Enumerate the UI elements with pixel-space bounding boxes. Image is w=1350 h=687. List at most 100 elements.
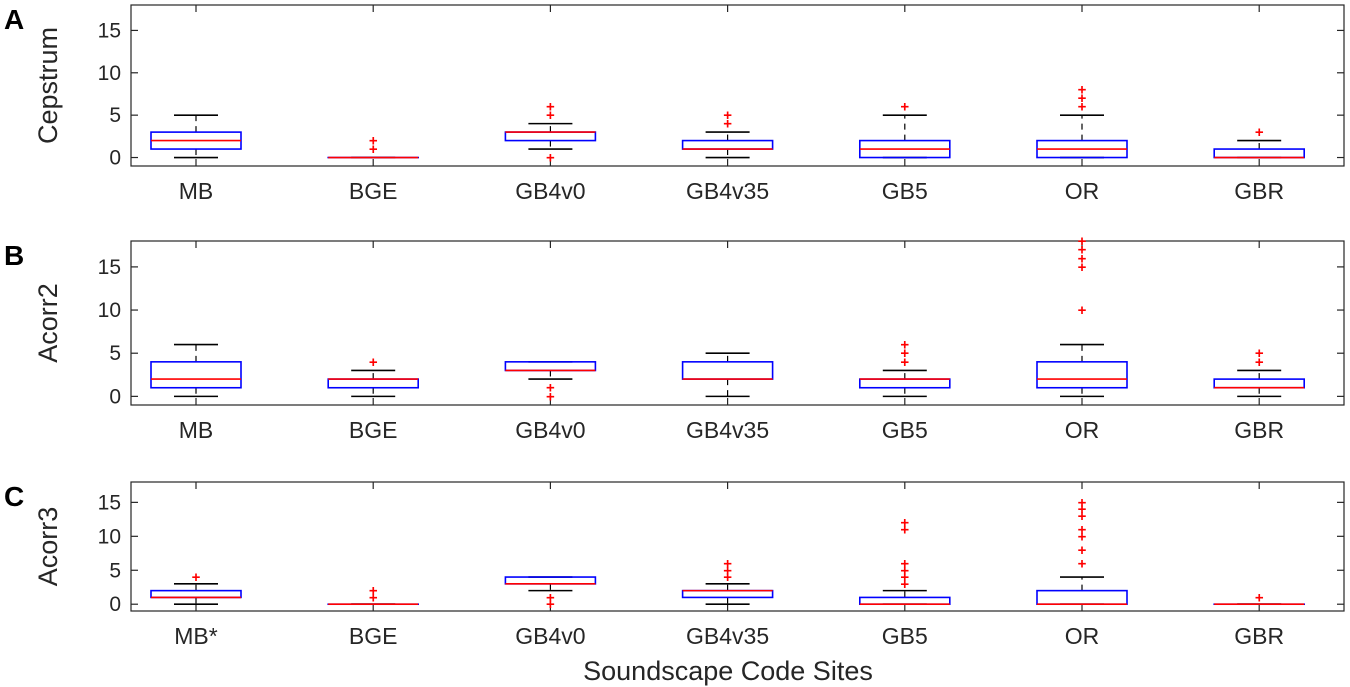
x-tick-label: OR [1065, 178, 1100, 204]
outlier-marker: + [1078, 522, 1087, 539]
outlier-marker: + [546, 150, 555, 167]
iqr-box [1213, 378, 1305, 389]
x-tick-label: BGE [349, 623, 398, 649]
outlier-marker: + [900, 515, 909, 532]
outlier-marker: + [723, 562, 732, 579]
outlier-marker: + [369, 354, 378, 371]
x-tick-label: GB5 [882, 178, 928, 204]
y-axis-label: Acorr2 [33, 283, 63, 363]
x-tick-label: OR [1065, 623, 1100, 649]
box-group: +++ [1036, 82, 1128, 159]
outlier-marker: + [1078, 494, 1087, 511]
x-tick-label: GBR [1234, 623, 1284, 649]
x-tick-label: GB4v0 [515, 178, 585, 204]
outlier-marker: + [1078, 508, 1087, 525]
box-group: + [150, 569, 242, 606]
iqr-box [681, 361, 774, 380]
box-group [150, 343, 242, 398]
outlier-marker: + [369, 583, 378, 600]
x-tick-label: GB4v35 [686, 623, 769, 649]
box-group: + [1213, 124, 1305, 159]
x-tick-label: GBR [1234, 417, 1284, 443]
box-group: ++ [504, 361, 597, 405]
outlier-marker: + [1078, 501, 1087, 518]
box-group: ++ [327, 133, 420, 159]
outlier-marker: + [900, 555, 909, 572]
outlier-marker: + [900, 522, 909, 539]
outlier-marker: + [900, 576, 909, 593]
outlier-marker: + [546, 99, 555, 116]
axis-frame [130, 4, 1345, 167]
outlier-marker: + [1078, 99, 1087, 116]
x-tick-label: GB4v35 [686, 178, 769, 204]
iqr-box [1213, 148, 1305, 159]
iqr-box [150, 589, 242, 599]
outlier-marker: + [1078, 250, 1087, 267]
outlier-marker: + [900, 354, 909, 371]
outlier-marker: + [1255, 589, 1264, 606]
outlier-marker: + [1078, 528, 1087, 545]
outlier-marker: + [1255, 124, 1264, 141]
y-axis-label: Acorr3 [33, 507, 63, 587]
box-group: +++++ [1036, 233, 1128, 398]
outlier-marker: + [1078, 233, 1087, 250]
iqr-box [1036, 361, 1128, 389]
outlier-marker: + [1078, 555, 1087, 572]
x-tick-label: OR [1065, 417, 1100, 443]
box-group: ++++++ [858, 515, 951, 606]
panel-c: CAcorr3051015MB*+BGE++GB4v0++GB4v35+++GB… [4, 481, 1345, 649]
iqr-box [681, 589, 774, 599]
outlier-marker: + [1078, 90, 1087, 107]
outlier-marker: + [723, 107, 732, 124]
outlier-marker: + [546, 596, 555, 613]
x-tick-label: MB [179, 178, 214, 204]
x-tick-label: GB4v0 [515, 417, 585, 443]
outlier-marker: + [900, 99, 909, 116]
outlier-marker: + [1078, 302, 1087, 319]
x-tick-label: GBR [1234, 178, 1284, 204]
box-group [681, 352, 774, 398]
y-tick-label: 5 [109, 104, 121, 127]
box-group: +++ [858, 337, 951, 398]
outlier-marker: + [723, 555, 732, 572]
box-group: +++++++ [1036, 494, 1128, 606]
iqr-box [858, 596, 951, 606]
iqr-box [327, 378, 420, 389]
x-tick-label: GB4v35 [686, 417, 769, 443]
outlier-marker: + [192, 569, 201, 586]
x-tick-label: BGE [349, 417, 398, 443]
outlier-marker: + [1255, 354, 1264, 371]
iqr-box [1036, 589, 1128, 606]
panel-letter: B [4, 240, 24, 271]
outlier-marker: + [546, 380, 555, 397]
x-tick-label: GB5 [882, 623, 928, 649]
panel-letter: A [4, 4, 24, 35]
y-tick-label: 15 [98, 256, 121, 279]
outlier-marker: + [723, 569, 732, 586]
outlier-marker: + [369, 133, 378, 150]
y-tick-label: 0 [109, 593, 121, 616]
y-axis-label: Cepstrum [33, 27, 63, 144]
outlier-marker: + [900, 345, 909, 362]
box-group: + [327, 354, 420, 398]
x-tick-label: MB* [174, 623, 218, 649]
y-tick-label: 0 [109, 147, 121, 170]
outlier-marker: + [369, 141, 378, 158]
box-group: +++ [681, 555, 774, 606]
y-tick-label: 10 [98, 299, 121, 322]
y-tick-label: 0 [109, 385, 121, 408]
y-tick-label: 10 [98, 525, 121, 548]
outlier-marker: + [546, 107, 555, 124]
iqr-box [504, 576, 597, 585]
iqr-box [504, 361, 597, 372]
x-tick-label: MB [179, 417, 214, 443]
outlier-marker: + [723, 116, 732, 133]
outlier-marker: + [1078, 242, 1087, 259]
box-group: +++ [504, 99, 597, 167]
axis-frame [130, 240, 1345, 406]
outlier-marker: + [369, 589, 378, 606]
x-tick-label: GB5 [882, 417, 928, 443]
y-tick-label: 10 [98, 62, 121, 85]
